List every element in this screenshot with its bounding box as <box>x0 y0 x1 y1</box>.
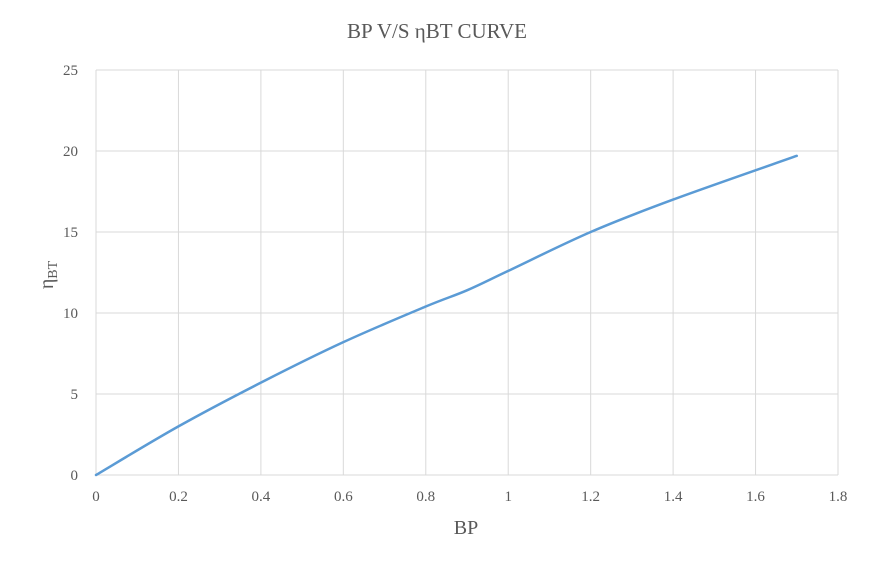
x-tick-label: 0.4 <box>252 489 271 505</box>
x-tick-label: 1.2 <box>581 489 600 505</box>
x-axis-title: BP <box>454 517 478 539</box>
y-tick-label: 25 <box>63 63 78 79</box>
y-axis-title: ηBT <box>36 260 61 289</box>
y-tick-label: 5 <box>71 387 79 403</box>
x-tick-label: 0.8 <box>416 489 435 505</box>
x-tick-label: 1.8 <box>829 489 848 505</box>
x-tick-label: 1 <box>504 489 512 505</box>
series-line <box>94 154 799 477</box>
x-tick-label: 1.4 <box>664 489 683 505</box>
y-tick-label: 15 <box>63 225 78 241</box>
grid <box>95 69 839 476</box>
series-layer <box>94 154 799 477</box>
x-tick-label: 0 <box>92 489 100 505</box>
y-axis-title-main: η <box>36 279 58 289</box>
y-axis-title-subscript: BT <box>46 260 61 278</box>
y-tick-label: 10 <box>63 306 78 322</box>
x-tick-label: 0.6 <box>334 489 353 505</box>
chart-title: BP V/S ηBT CURVE <box>347 19 527 43</box>
y-tick-label: 0 <box>71 468 79 484</box>
y-tick-label: 20 <box>63 144 78 160</box>
x-tick-label: 0.2 <box>169 489 188 505</box>
x-tick-label: 1.6 <box>746 489 765 505</box>
tick-labels: 0 0.2 0.4 0.6 0.8 1 1.2 1.4 1.6 1.8 0 5 10 15 20 25 <box>63 63 847 505</box>
svg-text:ηBT: ηBT <box>36 260 61 289</box>
